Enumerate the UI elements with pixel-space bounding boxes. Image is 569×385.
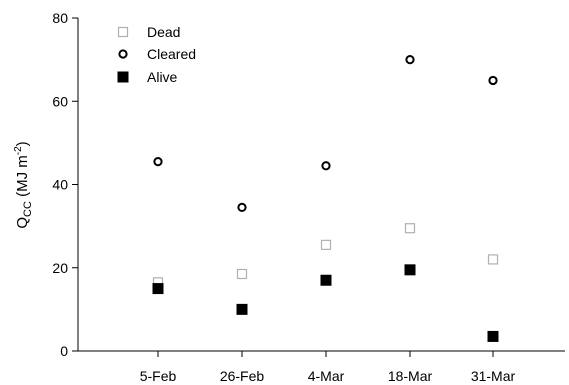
- data-point-alive: [152, 283, 164, 295]
- legend-label-dead: Dead: [147, 24, 180, 40]
- data-point-alive: [320, 274, 332, 286]
- data-point-cleared: [237, 202, 247, 212]
- legend-label-cleared: Cleared: [147, 46, 196, 62]
- y-tick-label: 40: [52, 177, 68, 193]
- data-point-dead: [487, 254, 499, 265]
- x-tick-label: 26-Feb: [220, 368, 265, 384]
- data-point-cleared: [488, 75, 498, 86]
- legend-marker-alive: [117, 71, 129, 83]
- x-tick-label: 31-Mar: [471, 368, 516, 384]
- data-point-cleared: [321, 161, 331, 171]
- y-label-unit-end: ): [14, 141, 31, 146]
- y-axis-label: QCC (MJ m-2): [13, 141, 34, 228]
- y-label-unit: (MJ m: [14, 155, 31, 201]
- data-point-dead: [320, 239, 332, 250]
- y-label-superscript: -2: [13, 146, 24, 155]
- legend-label-alive: Alive: [147, 69, 178, 85]
- x-tick-label: 18-Mar: [388, 368, 433, 384]
- y-tick-label: 0: [60, 343, 68, 359]
- legend-marker-cleared: [118, 49, 128, 59]
- y-label-main: Q: [14, 217, 31, 229]
- data-point-cleared: [153, 157, 163, 167]
- legend-marker-dead: [117, 26, 129, 38]
- data-point-alive: [236, 303, 248, 315]
- legend: Dead Cleared Alive: [117, 24, 196, 85]
- data-point-alive: [487, 330, 499, 342]
- x-tick-label: 5-Feb: [140, 368, 177, 384]
- y-ticks: 0 20 40 60 80: [52, 10, 78, 359]
- y-tick-label: 80: [52, 10, 68, 26]
- x-ticks: 5-Feb 26-Feb 4-Mar 18-Mar 31-Mar: [140, 351, 516, 384]
- data-point-dead: [404, 223, 416, 234]
- data-markers: [152, 55, 499, 342]
- data-point-dead: [236, 268, 248, 280]
- data-point-cleared: [405, 55, 415, 65]
- x-tick-label: 4-Mar: [308, 368, 345, 384]
- y-tick-label: 60: [52, 93, 68, 109]
- y-tick-label: 20: [52, 260, 68, 276]
- axes: [77, 18, 565, 352]
- data-point-alive: [404, 264, 416, 276]
- y-label-subscript: CC: [22, 201, 34, 217]
